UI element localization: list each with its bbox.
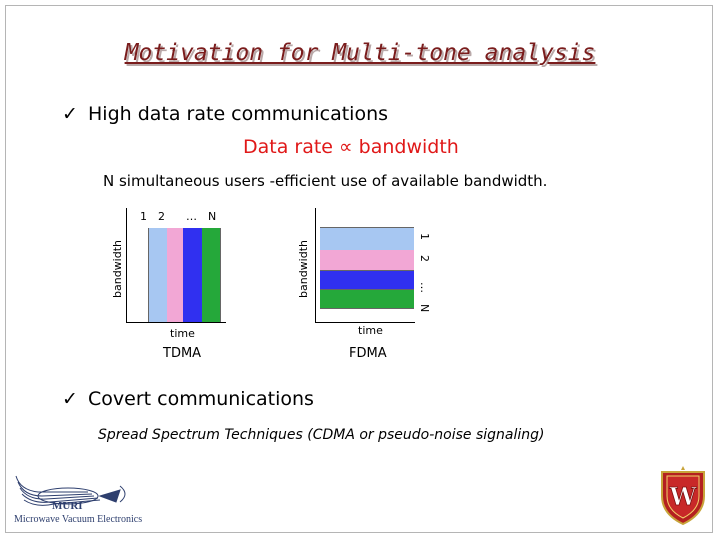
fdma-label-n: N bbox=[418, 304, 431, 313]
bullet-covert: ✓ Covert communications bbox=[62, 388, 314, 410]
svg-text:W: W bbox=[669, 482, 698, 511]
tdma-label-2: 2 bbox=[158, 210, 165, 223]
bullet-text: High data rate communications bbox=[88, 103, 389, 125]
fdma-band-n bbox=[320, 290, 414, 309]
fdma-band-1 bbox=[320, 227, 414, 251]
muri-logo-subtitle: Microwave Vacuum Electronics bbox=[14, 514, 143, 525]
tdma-slot-2 bbox=[167, 228, 184, 322]
slide-title: Motivation for Multi-tone analysis bbox=[124, 40, 596, 66]
wisconsin-crest-icon: W bbox=[661, 466, 705, 526]
tdma-label-1: 1 bbox=[140, 210, 147, 223]
fdma-x-axis bbox=[315, 322, 415, 323]
fdma-label-2: 2 bbox=[418, 255, 431, 262]
tdma-x-axis bbox=[126, 322, 226, 323]
tdma-slot-1 bbox=[148, 228, 169, 322]
tdma-ylabel: bandwidth bbox=[111, 240, 124, 298]
tdma-caption: TDMA bbox=[163, 346, 202, 361]
muri-logo-icon bbox=[15, 475, 126, 506]
fdma-band-3 bbox=[320, 271, 414, 290]
tdma-xlabel: time bbox=[170, 327, 195, 340]
tdma-slot-3 bbox=[183, 228, 203, 322]
fdma-label-ellipsis: … bbox=[418, 282, 431, 293]
bullet-high-data-rate: ✓ High data rate communications bbox=[62, 103, 388, 125]
data-rate-formula: Data rate ∝ bandwidth bbox=[243, 136, 459, 158]
bullet-text: Covert communications bbox=[88, 388, 314, 410]
tdma-label-ellipsis: … bbox=[186, 210, 197, 223]
fdma-band-2 bbox=[320, 250, 414, 271]
tdma-slot-n bbox=[202, 228, 221, 322]
tdma-y-axis bbox=[126, 208, 127, 323]
checkmark-icon: ✓ bbox=[62, 103, 78, 125]
tdma-label-n: N bbox=[208, 210, 217, 223]
muri-logo-name: MURI bbox=[52, 500, 83, 512]
fdma-xlabel: time bbox=[358, 324, 383, 337]
fdma-y-axis bbox=[315, 208, 316, 323]
checkmark-icon: ✓ bbox=[62, 388, 78, 410]
slide-frame bbox=[5, 5, 713, 533]
fdma-caption: FDMA bbox=[349, 346, 387, 361]
spread-spectrum-text: Spread Spectrum Techniques (CDMA or pseu… bbox=[98, 427, 545, 443]
fdma-label-1: 1 bbox=[418, 233, 431, 240]
fdma-ylabel: bandwidth bbox=[297, 240, 310, 298]
n-users-text: N simultaneous users -efficient use of a… bbox=[103, 172, 548, 190]
